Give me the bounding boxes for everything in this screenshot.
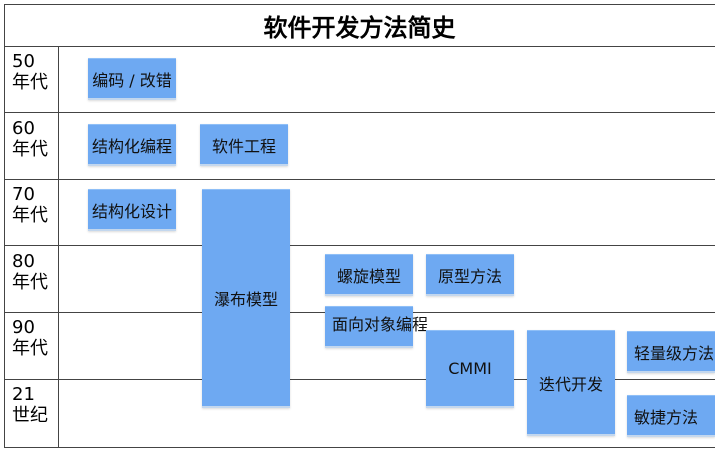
era-year: 21: [12, 384, 35, 405]
era-unit: 年代: [12, 205, 48, 226]
era-column-divider: [58, 46, 59, 448]
method-cmmi: CMMI: [426, 330, 514, 408]
era-unit: 年代: [12, 72, 48, 93]
era-unit: 年代: [12, 338, 48, 359]
era-unit: 世纪: [12, 405, 48, 426]
era-year: 80: [12, 251, 35, 272]
era-year: 70: [12, 184, 35, 205]
method-code-fix: 编码 / 改错: [88, 58, 176, 100]
row-divider: [4, 245, 715, 246]
diagram-title: 软件开发方法简史: [263, 13, 456, 42]
era-year: 90: [12, 317, 35, 338]
method-software-engineering: 软件工程: [200, 124, 288, 166]
era-unit: 年代: [12, 272, 48, 293]
era-label-21st-century: 21 世纪: [12, 384, 56, 426]
era-year: 60: [12, 118, 35, 139]
method-waterfall: 瀑布模型: [202, 189, 290, 408]
era-label-80s: 80 年代: [12, 251, 56, 293]
era-label-70s: 70 年代: [12, 184, 56, 226]
method-structured-programming: 结构化编程: [88, 124, 176, 166]
method-structured-design: 结构化设计: [88, 189, 176, 231]
row-divider: [4, 179, 715, 180]
diagram-frame: [4, 4, 715, 448]
era-label-50s: 50 年代: [12, 51, 56, 93]
era-label-90s: 90 年代: [12, 317, 56, 359]
era-label-60s: 60 年代: [12, 118, 56, 160]
method-prototype: 原型方法: [426, 254, 514, 296]
era-unit: 年代: [12, 139, 48, 160]
row-divider: [4, 112, 715, 113]
era-year: 50: [12, 51, 35, 72]
row-divider: [4, 46, 715, 47]
method-lightweight: 轻量级方法: [627, 331, 715, 373]
method-spiral: 螺旋模型: [325, 254, 413, 296]
method-iterative-development: 迭代开发: [527, 330, 615, 436]
method-object-oriented-programming: 面向对象编程: [325, 306, 428, 348]
method-agile: 敏捷方法: [627, 395, 715, 437]
row-divider: [4, 379, 715, 380]
